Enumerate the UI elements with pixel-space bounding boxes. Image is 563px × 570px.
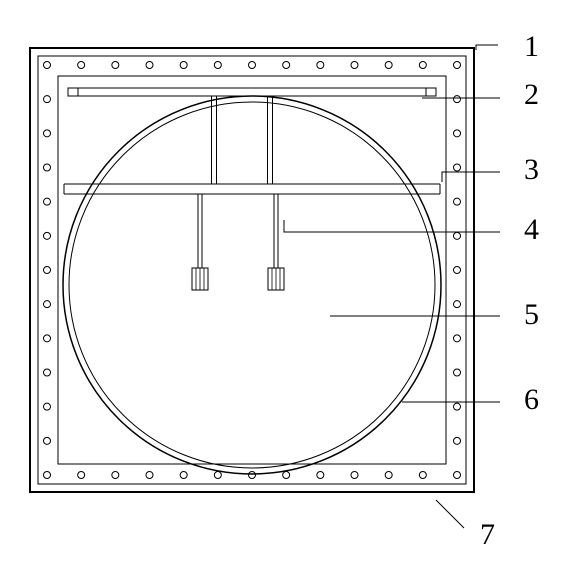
bolt-hole-icon <box>454 130 461 137</box>
leader-line <box>442 172 500 182</box>
bolt-hole-icon <box>454 96 461 103</box>
bolt-hole-icon <box>44 437 51 444</box>
bolt-hole-icon <box>44 198 51 205</box>
callout-label: 6 <box>524 383 539 416</box>
bolt-hole-icon <box>385 62 392 69</box>
bolt-hole-icon <box>44 403 51 410</box>
bolt-hole-icon <box>454 335 461 342</box>
callout-label: 7 <box>480 518 495 551</box>
bolt-hole-icon <box>283 472 290 479</box>
callout-label: 2 <box>524 78 539 111</box>
bolt-hole-icon <box>419 472 426 479</box>
flange-inner-line <box>38 56 466 484</box>
bolt-hole-icon <box>44 62 51 69</box>
technical-diagram: 1 2 3 4 5 6 7 <box>0 0 563 565</box>
bolt-hole-icon <box>249 62 256 69</box>
bolt-hole-icon <box>317 62 324 69</box>
bolt-hole-icon <box>78 472 85 479</box>
bolt-hole-icon <box>385 472 392 479</box>
bolt-hole-icon <box>146 62 153 69</box>
top-bar-end <box>426 88 436 96</box>
bolt-hole-icon <box>351 472 358 479</box>
leader-line <box>284 220 500 232</box>
main-circle-inner <box>69 102 435 468</box>
bolt-hole-icon <box>214 62 221 69</box>
bolt-hole-icon <box>249 472 256 479</box>
bolt-hole-icon <box>112 472 119 479</box>
bolt-hole-icon <box>44 96 51 103</box>
bolt-hole-icon <box>317 472 324 479</box>
callout-label: 5 <box>524 298 539 331</box>
bolt-hole-icon <box>44 335 51 342</box>
bolt-hole-icon <box>44 267 51 274</box>
bolt-hole-icon <box>44 232 51 239</box>
bolt-hole-icon <box>180 472 187 479</box>
bolt-hole-icon <box>44 369 51 376</box>
bolt-hole-icon <box>78 62 85 69</box>
outer-frame <box>30 48 474 492</box>
callout-label: 4 <box>524 213 539 246</box>
bolt-hole-icon <box>454 62 461 69</box>
callout-label: 1 <box>524 30 539 63</box>
bolt-hole-icon <box>454 472 461 479</box>
leader-line <box>476 45 498 50</box>
bolt-hole-icon <box>44 301 51 308</box>
top-bar-end <box>68 88 78 96</box>
bolt-hole-icon <box>454 267 461 274</box>
bolt-hole-icon <box>44 130 51 137</box>
bolt-hole-icon <box>454 369 461 376</box>
bolt-hole-icon <box>283 62 290 69</box>
bolt-hole-icon <box>454 164 461 171</box>
bolt-hole-icon <box>214 472 221 479</box>
callout-label: 3 <box>524 153 539 186</box>
bolt-hole-icon <box>454 437 461 444</box>
bolt-hole-icon <box>146 472 153 479</box>
bolt-hole-icon <box>44 164 51 171</box>
bolt-hole-icon <box>180 62 187 69</box>
inner-panel <box>58 76 446 464</box>
bolt-hole-icon <box>112 62 119 69</box>
bolt-hole-icon <box>44 472 51 479</box>
bolt-hole-icon <box>454 301 461 308</box>
bolt-hole-icon <box>454 198 461 205</box>
main-circle-outer <box>63 96 441 474</box>
bolt-hole-icon <box>454 403 461 410</box>
leader-line <box>436 500 464 528</box>
bolt-hole-icon <box>351 62 358 69</box>
bolt-hole-icon <box>454 232 461 239</box>
bolt-hole-icon <box>419 62 426 69</box>
